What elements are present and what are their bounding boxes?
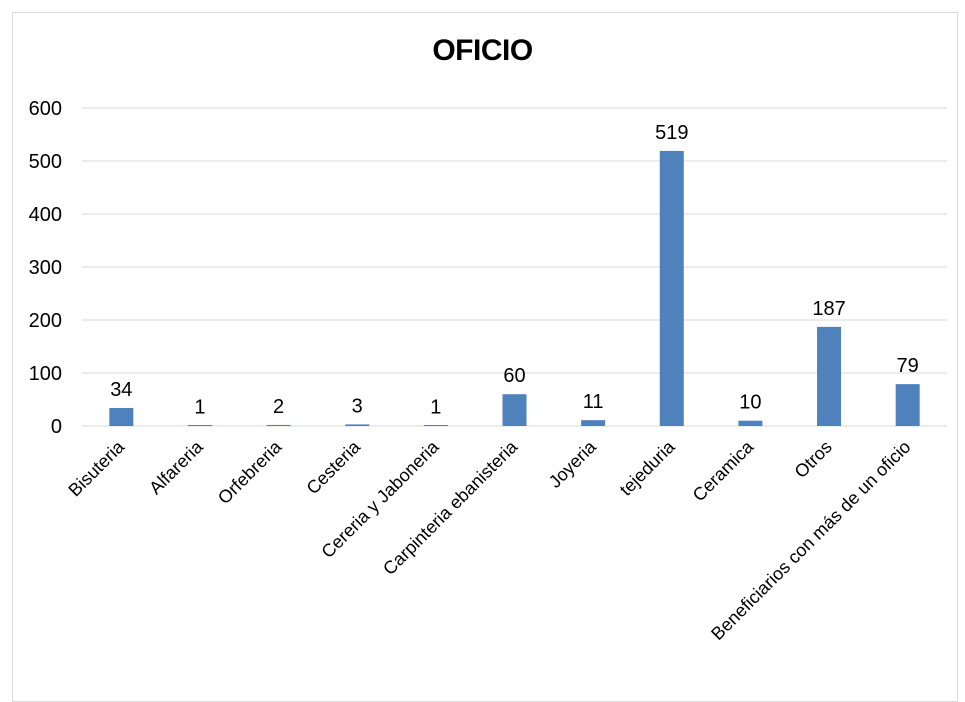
x-tick-label: Carpinteria ebanisteria (379, 436, 522, 579)
chart-title: OFICIO (432, 34, 533, 67)
data-label: 2 (273, 396, 284, 418)
bar (659, 150, 684, 426)
bar (109, 407, 134, 426)
bar (187, 425, 212, 426)
bar (817, 326, 842, 426)
data-label: 3 (352, 395, 363, 417)
bar (502, 394, 527, 426)
bar (345, 424, 370, 426)
data-label: 1 (430, 396, 441, 418)
data-label: 519 (655, 122, 688, 144)
chart-area (12, 12, 958, 702)
data-label: 1 (194, 396, 205, 418)
bar (581, 420, 606, 426)
data-label: 10 (739, 392, 761, 414)
data-label: 11 (583, 391, 604, 413)
x-axis-ticks: Bisuteria Alfareria Orfebreria CesteriaCere… (64, 436, 914, 644)
x-tick-label: tejeduria (616, 436, 680, 500)
y-tick-label: 400 (29, 204, 62, 226)
bars (109, 150, 920, 426)
y-tick-label: 100 (29, 363, 62, 385)
y-tick-label: 600 (29, 98, 62, 120)
x-tick-label: Bisuteria (64, 436, 128, 500)
y-tick-label: 200 (29, 310, 62, 332)
bar (895, 384, 920, 426)
y-tick-label: 0 (51, 416, 62, 438)
bar (266, 424, 291, 426)
data-label: 60 (503, 365, 525, 387)
bar (738, 420, 763, 426)
x-tick-label: Alfareria (145, 436, 207, 498)
x-tick-label: Otros (791, 437, 836, 482)
data-label: 34 (110, 379, 132, 401)
x-tick-label: Orfebreria (214, 436, 286, 508)
y-tick-label: 300 (29, 257, 62, 279)
x-tick-label: Cesteria (303, 436, 365, 498)
x-tick-label: Ceramica (689, 436, 758, 505)
data-label: 187 (812, 298, 845, 320)
gridlines (82, 107, 947, 427)
data-label: 79 (897, 355, 919, 377)
bar (423, 425, 448, 426)
x-tick-label: Joyeria (545, 436, 601, 492)
y-tick-label: 500 (29, 151, 62, 173)
y-axis-ticks: 0 100 200 300 400 500 600 (29, 98, 62, 438)
